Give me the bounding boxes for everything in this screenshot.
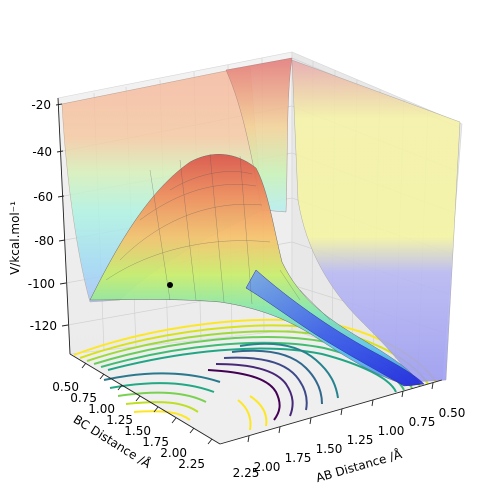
y-tick-label: 1.50 [124,424,151,438]
y-tick-label: 1.75 [142,435,169,449]
surface-dome [89,154,421,387]
z-tick-labels: -20 -40 -60 -80 -100 -120 [28,98,57,333]
z-tick-label: -120 [30,319,57,333]
x-tick-label: 1.25 [347,433,374,447]
axis-ticks [55,103,434,445]
x-tick-label: 0.75 [409,415,436,429]
x-tick-label: 0.50 [439,406,466,420]
y-tick-labels: 0.50 0.75 1.00 1.25 1.50 1.75 2.00 2.25 [52,380,205,471]
y-tick-label: 1.00 [88,402,115,416]
surface-exit-channel [245,269,425,387]
y-tick-label: 2.00 [160,446,187,460]
y-tick-label: 1.25 [106,413,133,427]
surface-back-ridge [225,57,293,213]
x-tick-label: 2.00 [254,460,281,474]
x-tick-label: 1.00 [378,424,405,438]
y-tick-label: 2.25 [178,457,205,471]
z-tick-label: -80 [34,234,54,248]
x-tick-labels: 0.50 0.75 1.00 1.25 1.50 1.75 2.00 2.25 [233,406,466,480]
z-tick-label: -40 [32,145,52,159]
z-tick-label: -100 [28,277,55,291]
z-axis-label: V/kcal.mol⁻¹ [8,201,22,275]
z-tick-label: -60 [33,190,53,204]
z-tick-label: -20 [31,98,51,112]
y-tick-label: 0.50 [52,380,79,394]
x-tick-label: 2.25 [233,466,260,480]
x-tick-label: 1.50 [316,442,343,456]
axis-lines [57,97,443,445]
y-tick-label: 0.75 [70,391,97,405]
energy-surface [61,57,461,387]
minimum-marker [167,282,173,288]
x-tick-label: 1.75 [285,451,312,465]
